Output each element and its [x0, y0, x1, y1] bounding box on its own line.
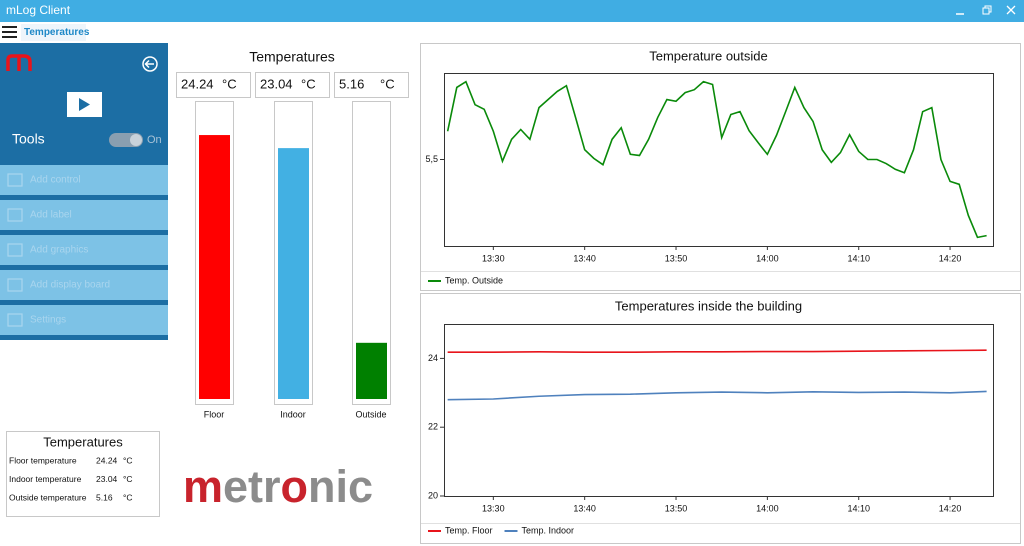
- gauge-label: Indoor: [280, 409, 306, 419]
- menu-label[interactable]: Settings: [30, 315, 66, 326]
- plot-area: [444, 73, 994, 247]
- close-button[interactable]: [1006, 5, 1016, 15]
- gauge-bar: [356, 342, 387, 399]
- gauge-unit: °C: [222, 76, 237, 91]
- x-tick-label: 14:10: [847, 503, 870, 513]
- y-tick-label: 22: [428, 422, 438, 432]
- value-box: [255, 72, 330, 98]
- menu-icon: [7, 313, 23, 327]
- gauge-bar: [278, 148, 309, 399]
- tools-label: Tools: [12, 131, 45, 147]
- window-title: mLog Client: [6, 3, 71, 17]
- gauge-label: Floor: [204, 409, 225, 419]
- x-tick-label: 13:30: [482, 253, 505, 263]
- company-logo: metronic: [183, 461, 373, 512]
- menu-item[interactable]: [0, 305, 168, 335]
- app-logo: [6, 54, 32, 71]
- toggle[interactable]: [109, 133, 143, 147]
- menu-icon: [7, 243, 23, 257]
- summary-unit: °C: [123, 455, 133, 465]
- x-tick-label: 13:40: [573, 253, 596, 263]
- menu-item[interactable]: [0, 270, 168, 300]
- play-button[interactable]: [67, 92, 102, 117]
- menu-item[interactable]: [0, 165, 168, 195]
- gauge-unit: °C: [380, 76, 395, 91]
- chart-panel: [420, 293, 1021, 544]
- logo-part: nic: [308, 461, 373, 512]
- summary-title: Temperatures: [43, 434, 123, 449]
- back-button[interactable]: [142, 56, 158, 72]
- chart-panel: [420, 43, 1021, 291]
- series-line: [447, 349, 987, 354]
- gauge-unit: °C: [301, 76, 316, 91]
- menu-label[interactable]: Add graphics: [30, 245, 88, 256]
- tool-menu: Add control Add label Add graphics Add disp…: [0, 165, 168, 335]
- summary-box: [6, 431, 160, 517]
- series-line: [447, 390, 987, 401]
- x-tick-label: 14:00: [756, 253, 779, 263]
- value-box: [334, 72, 409, 98]
- x-tick-label: 14:10: [847, 253, 870, 263]
- value-box: [176, 72, 251, 98]
- menu-icon: [7, 278, 23, 292]
- x-tick-label: 13:40: [573, 503, 596, 513]
- menu-button[interactable]: [2, 26, 17, 38]
- summary-value: 23.04: [96, 474, 118, 484]
- logo-part: m: [183, 461, 223, 512]
- menu-icon: [7, 208, 23, 222]
- gauge-bar: [199, 135, 230, 399]
- summary-value: 5.16: [96, 492, 113, 502]
- restore-button[interactable]: [982, 5, 992, 15]
- toggle-label: On: [147, 134, 162, 146]
- x-tick-label: 14:20: [939, 503, 962, 513]
- menu-label[interactable]: Add control: [30, 175, 81, 186]
- title-bar: [0, 0, 1024, 22]
- summary-unit: °C: [123, 474, 133, 484]
- summary-label: Floor temperature: [9, 455, 77, 465]
- menu-label[interactable]: Add display board: [30, 280, 110, 291]
- gauge-value: 5.16: [339, 76, 364, 91]
- gauge-label: Outside: [355, 409, 386, 419]
- gauge-title: Temperatures: [249, 49, 335, 65]
- y-tick-label: 20: [428, 490, 438, 500]
- series-line: [446, 80, 987, 239]
- legend-label: Temp. Indoor: [522, 525, 575, 535]
- x-tick-label: 13:50: [665, 253, 688, 263]
- x-tick-label: 13:50: [665, 503, 688, 513]
- tab-background[interactable]: [21, 24, 86, 41]
- summary-value: 24.24: [96, 455, 118, 465]
- menu-item[interactable]: [0, 235, 168, 265]
- chart-title: Temperature outside: [649, 48, 768, 63]
- x-tick-label: 14:20: [939, 253, 962, 263]
- summary-unit: °C: [123, 492, 133, 502]
- y-tick-label: 24: [428, 353, 438, 363]
- summary-label: Outside temperature: [9, 492, 87, 502]
- summary-label: Indoor temperature: [9, 474, 82, 484]
- x-tick-label: 14:00: [756, 503, 779, 513]
- x-tick-label: 13:30: [482, 503, 505, 513]
- chart-title: Temperatures inside the building: [615, 298, 802, 313]
- tab[interactable]: Temperatures: [24, 27, 90, 38]
- menu-label[interactable]: Add label: [30, 210, 72, 221]
- y-tick-label: 5,5: [425, 154, 438, 164]
- gauge-value: 24.24: [181, 76, 214, 91]
- menu-item[interactable]: [0, 200, 168, 230]
- gauge-value: 23.04: [260, 76, 293, 91]
- legend-label: Temp. Floor: [445, 525, 493, 535]
- logo-part: etr: [223, 461, 281, 512]
- logo-part: o: [281, 461, 309, 512]
- legend-label: Temp. Outside: [445, 275, 503, 285]
- plot-area: [444, 324, 994, 497]
- menu-icon: [7, 173, 23, 187]
